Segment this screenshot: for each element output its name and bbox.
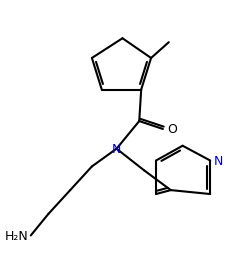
Text: H₂N: H₂N [5, 229, 29, 242]
Text: O: O [166, 123, 176, 136]
Text: N: N [111, 143, 121, 155]
Text: N: N [213, 154, 223, 167]
